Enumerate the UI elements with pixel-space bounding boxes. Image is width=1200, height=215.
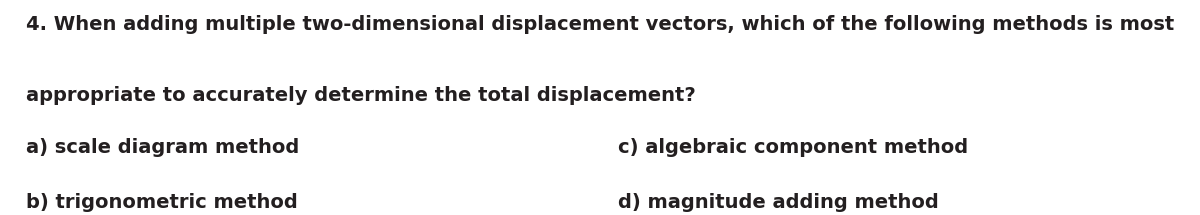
Text: 4. When adding multiple two-dimensional displacement vectors, which of the follo: 4. When adding multiple two-dimensional …: [26, 15, 1175, 34]
Text: a) scale diagram method: a) scale diagram method: [26, 138, 300, 157]
Text: appropriate to accurately determine the total displacement?: appropriate to accurately determine the …: [26, 86, 696, 105]
Text: d) magnitude adding method: d) magnitude adding method: [618, 194, 938, 212]
Text: b) trigonometric method: b) trigonometric method: [26, 194, 298, 212]
Text: c) algebraic component method: c) algebraic component method: [618, 138, 968, 157]
